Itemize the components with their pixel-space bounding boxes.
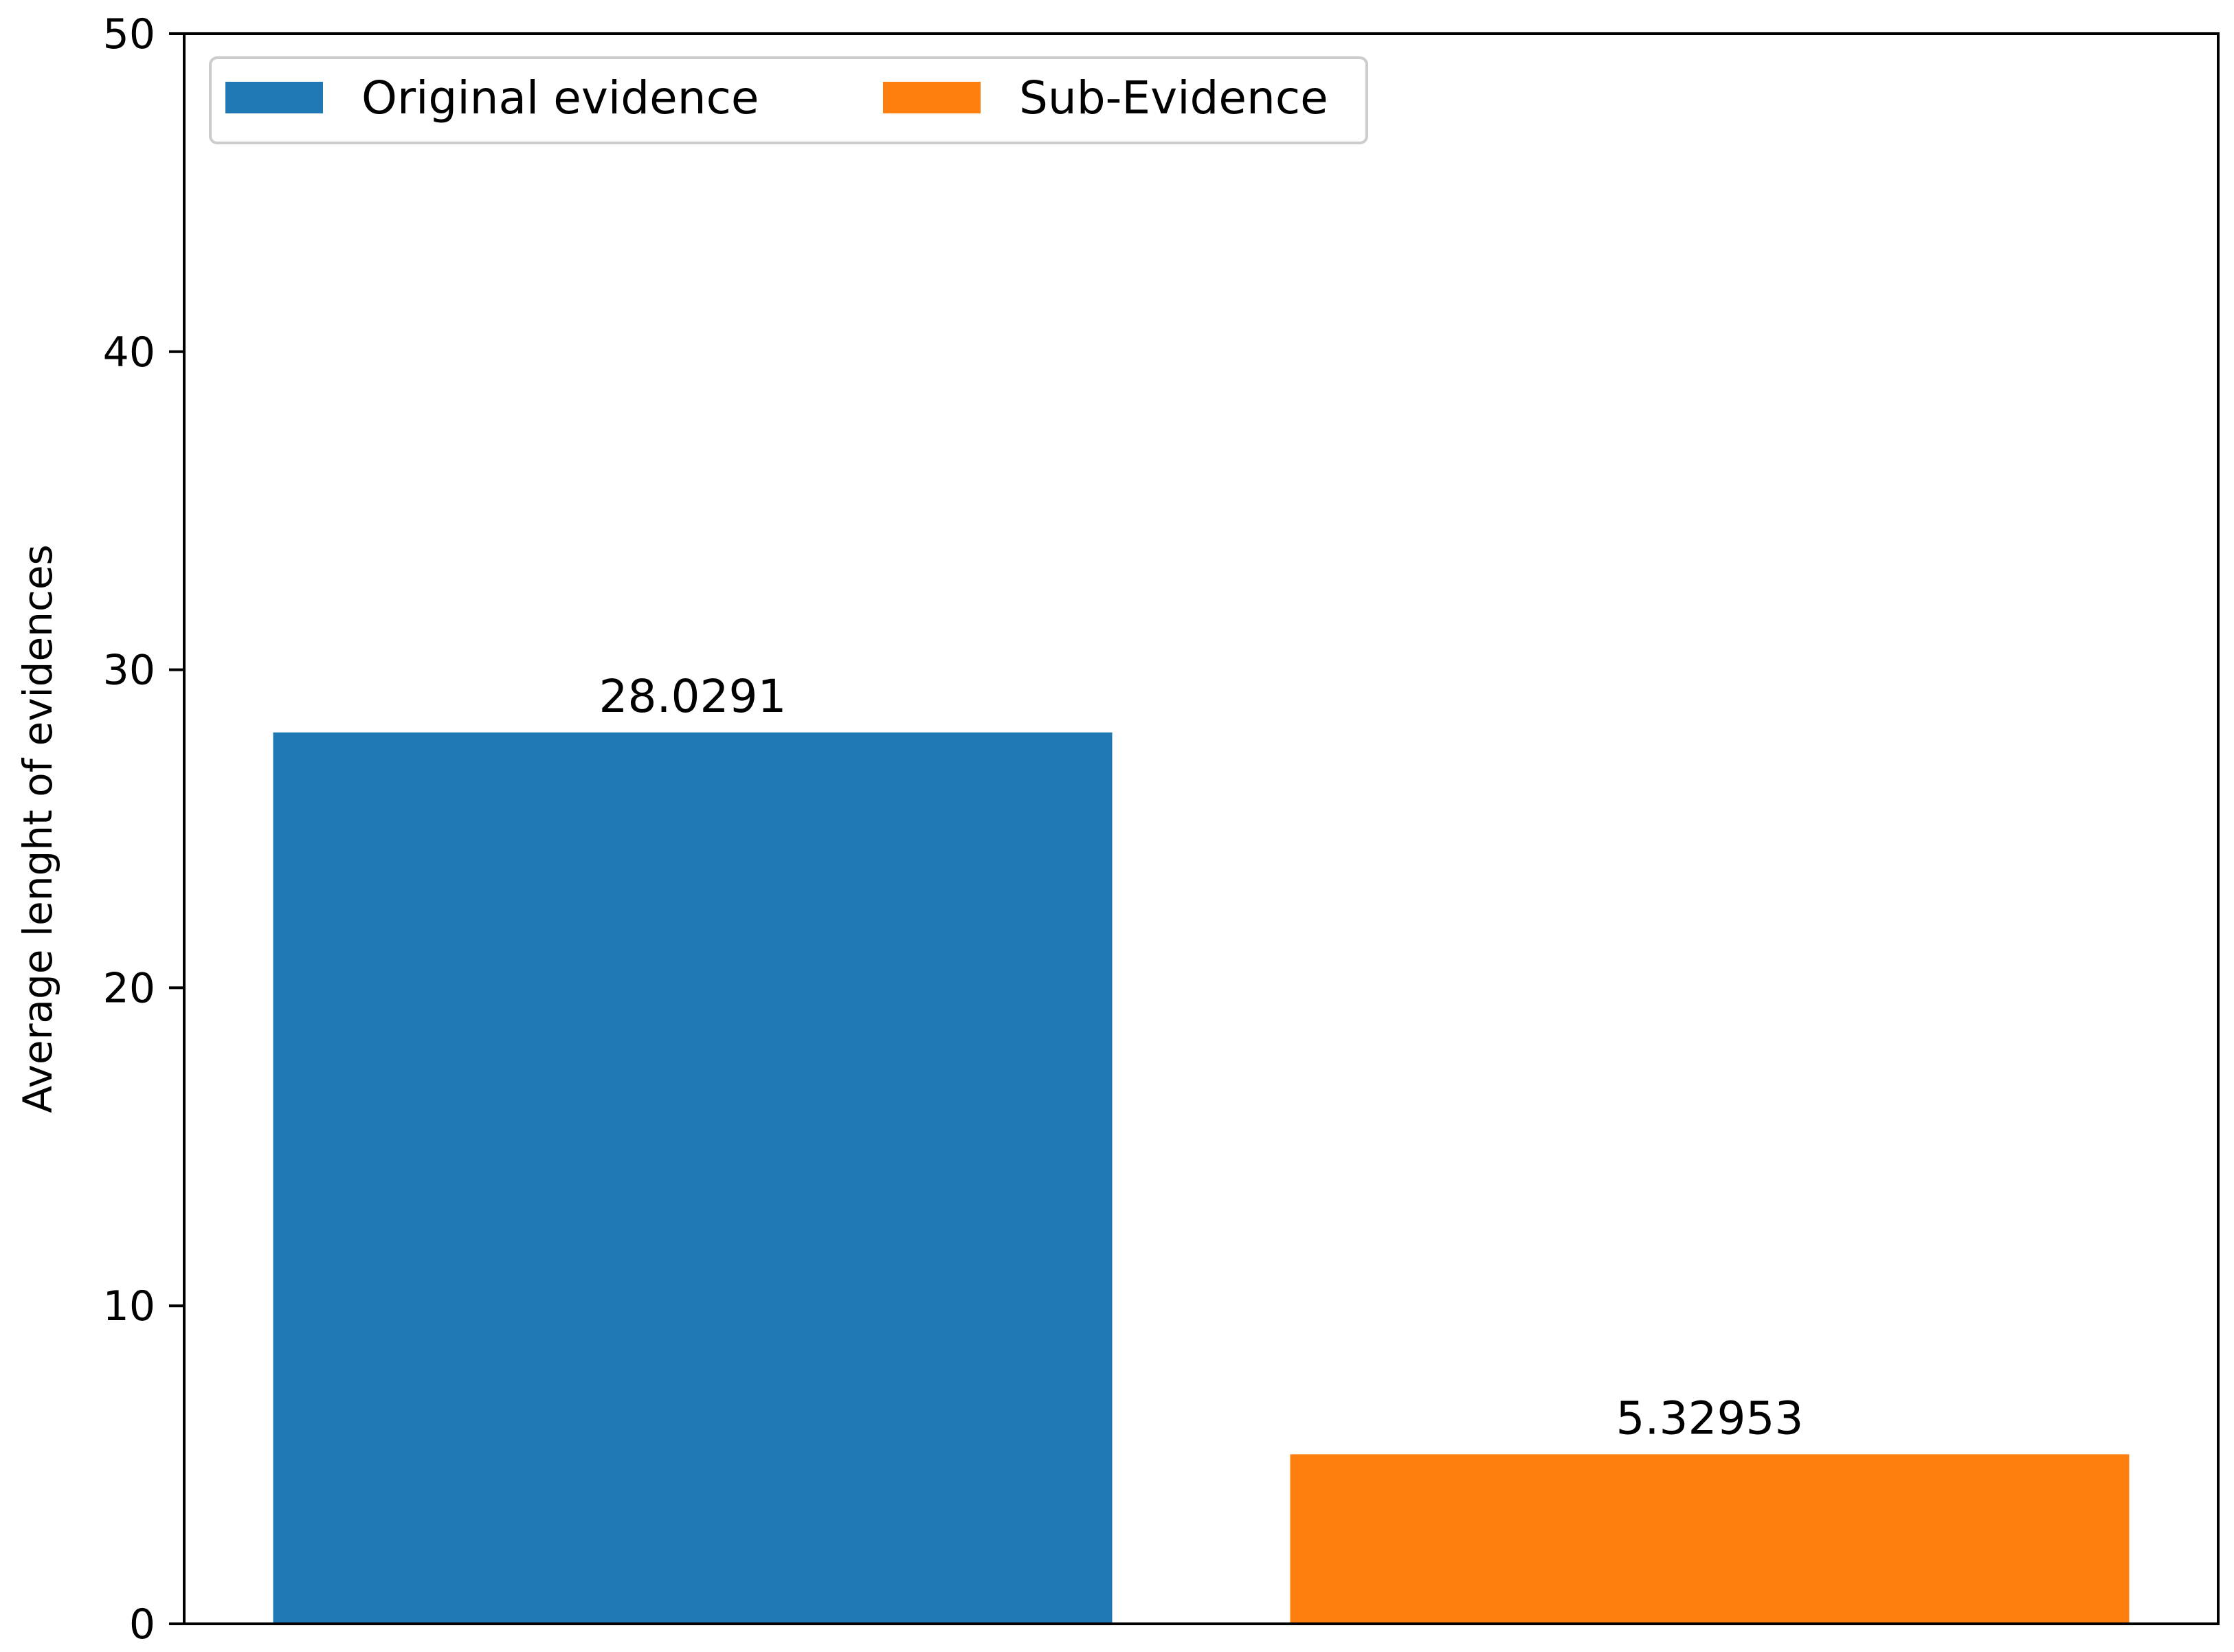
legend-swatch-0: [225, 82, 323, 113]
bars-layer: [273, 732, 2130, 1624]
y-tick-label-2: 20: [103, 964, 155, 1012]
plot-frame: [183, 32, 2220, 1625]
y-tick-label-3: 30: [103, 647, 155, 695]
bar-value-label-1: 5.32953: [1616, 1392, 1804, 1444]
y-tick-label-1: 10: [103, 1282, 155, 1330]
legend-box: [209, 56, 1368, 144]
y-tick-label-4: 40: [103, 328, 155, 377]
bar-0: [273, 732, 1113, 1624]
legend: Original evidence Sub-Evidence: [209, 56, 1368, 144]
data-labels-layer: 28.0291 5.32953: [599, 670, 1804, 1445]
bar-1: [1290, 1454, 2130, 1624]
axes-layer: 0 10 20 30 40 50: [103, 10, 2220, 1649]
y-tick-label-5: 50: [103, 10, 155, 58]
legend-swatch-1: [883, 82, 981, 113]
legend-label-0: Original evidence: [361, 71, 759, 124]
y-axis-label: Average lenght of evidences: [14, 544, 61, 1113]
bar-value-label-0: 28.0291: [599, 670, 787, 723]
legend-label-1: Sub-Evidence: [1019, 71, 1328, 124]
y-tick-label-0: 0: [129, 1600, 155, 1649]
